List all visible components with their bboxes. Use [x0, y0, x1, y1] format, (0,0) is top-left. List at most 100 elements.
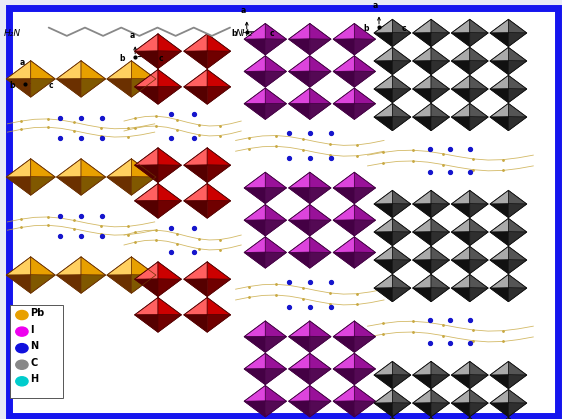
Polygon shape — [134, 70, 158, 87]
Polygon shape — [392, 403, 411, 417]
Polygon shape — [470, 116, 488, 131]
Polygon shape — [310, 188, 331, 204]
Polygon shape — [265, 88, 287, 104]
Polygon shape — [451, 232, 470, 246]
Polygon shape — [354, 88, 375, 104]
Polygon shape — [184, 70, 207, 87]
Polygon shape — [333, 23, 354, 40]
Polygon shape — [265, 71, 287, 87]
Circle shape — [16, 310, 28, 320]
Polygon shape — [289, 71, 310, 87]
Polygon shape — [31, 257, 55, 275]
Polygon shape — [265, 237, 287, 253]
Polygon shape — [451, 218, 470, 233]
Polygon shape — [354, 252, 375, 268]
Polygon shape — [490, 288, 509, 302]
Polygon shape — [490, 204, 509, 218]
Polygon shape — [431, 19, 450, 34]
Text: a: a — [19, 58, 25, 67]
Polygon shape — [431, 274, 450, 289]
Text: I: I — [30, 324, 34, 334]
Polygon shape — [374, 288, 392, 302]
Polygon shape — [431, 116, 450, 131]
Polygon shape — [31, 159, 55, 177]
Polygon shape — [289, 401, 310, 417]
Polygon shape — [451, 103, 470, 117]
Polygon shape — [354, 56, 375, 72]
Polygon shape — [354, 103, 375, 119]
Polygon shape — [451, 375, 470, 389]
Polygon shape — [81, 257, 106, 275]
Polygon shape — [392, 47, 411, 62]
Polygon shape — [333, 56, 354, 72]
Polygon shape — [289, 336, 310, 352]
Polygon shape — [310, 56, 331, 72]
Polygon shape — [207, 34, 230, 52]
Polygon shape — [413, 260, 431, 274]
Polygon shape — [107, 78, 132, 97]
Polygon shape — [490, 47, 509, 62]
Polygon shape — [310, 103, 331, 119]
Polygon shape — [333, 336, 354, 352]
Polygon shape — [413, 361, 431, 375]
Polygon shape — [31, 274, 55, 293]
Polygon shape — [470, 33, 488, 47]
Polygon shape — [451, 61, 470, 75]
Polygon shape — [289, 204, 310, 221]
Polygon shape — [310, 321, 331, 337]
Polygon shape — [509, 218, 527, 233]
Polygon shape — [509, 417, 527, 419]
Polygon shape — [451, 190, 470, 204]
Polygon shape — [470, 47, 488, 62]
Polygon shape — [490, 232, 509, 246]
Polygon shape — [158, 297, 182, 315]
Polygon shape — [413, 75, 431, 89]
Polygon shape — [413, 274, 431, 289]
Polygon shape — [184, 314, 207, 332]
Polygon shape — [158, 70, 182, 87]
Polygon shape — [392, 389, 411, 403]
Polygon shape — [184, 165, 207, 183]
Polygon shape — [57, 176, 81, 195]
Polygon shape — [374, 190, 392, 204]
Text: N: N — [30, 341, 38, 351]
Polygon shape — [265, 321, 287, 337]
Polygon shape — [265, 56, 287, 72]
Polygon shape — [134, 200, 158, 218]
Polygon shape — [333, 71, 354, 87]
Polygon shape — [413, 375, 431, 389]
Polygon shape — [451, 403, 470, 417]
Polygon shape — [333, 353, 354, 370]
Polygon shape — [310, 39, 331, 55]
Polygon shape — [490, 103, 509, 117]
Polygon shape — [490, 88, 509, 103]
Polygon shape — [509, 403, 527, 417]
Polygon shape — [81, 176, 106, 195]
Polygon shape — [374, 389, 392, 403]
Polygon shape — [310, 369, 331, 385]
Polygon shape — [158, 165, 182, 183]
Polygon shape — [158, 262, 182, 279]
Polygon shape — [265, 336, 287, 352]
Polygon shape — [470, 375, 488, 389]
Polygon shape — [509, 232, 527, 246]
Polygon shape — [134, 184, 158, 201]
Polygon shape — [134, 51, 158, 69]
Polygon shape — [374, 19, 392, 34]
Polygon shape — [490, 274, 509, 289]
Polygon shape — [392, 417, 411, 419]
Polygon shape — [374, 218, 392, 233]
Circle shape — [16, 377, 28, 386]
Polygon shape — [333, 204, 354, 221]
FancyBboxPatch shape — [10, 305, 63, 398]
Polygon shape — [333, 220, 354, 236]
Polygon shape — [451, 361, 470, 375]
Polygon shape — [374, 204, 392, 218]
Polygon shape — [57, 257, 81, 275]
Polygon shape — [184, 34, 207, 52]
Polygon shape — [244, 88, 265, 104]
Polygon shape — [374, 361, 392, 375]
Polygon shape — [470, 61, 488, 75]
Polygon shape — [158, 279, 182, 297]
Polygon shape — [184, 200, 207, 218]
